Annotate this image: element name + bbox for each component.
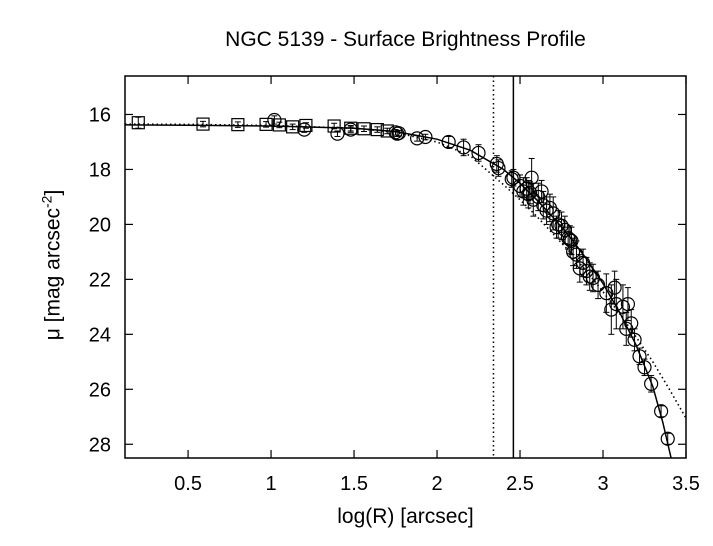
data-point bbox=[566, 237, 581, 267]
circle-marker bbox=[330, 126, 345, 141]
circle-marker bbox=[524, 170, 539, 185]
circle-marker bbox=[599, 286, 614, 301]
axes: 0.5 1 1.5 2 2.5 3 3.5 16 18 20 22 24 26 28 bbox=[89, 75, 700, 495]
data-point bbox=[456, 138, 471, 157]
x-tick-label: 2 bbox=[431, 473, 442, 495]
chart-title: NGC 5139 - Surface Brightness Profile bbox=[225, 28, 586, 51]
y-tick-label: 22 bbox=[89, 269, 111, 291]
model-curves bbox=[125, 123, 686, 458]
square-marker bbox=[370, 122, 384, 137]
model-curve-solid bbox=[125, 124, 672, 458]
x-tick-label: 3 bbox=[597, 473, 608, 495]
circle-marker bbox=[391, 126, 406, 141]
y-tick-label: 16 bbox=[89, 104, 111, 126]
x-tick-label: 1.5 bbox=[340, 473, 368, 495]
square-marker bbox=[357, 122, 371, 136]
data-point bbox=[418, 129, 433, 145]
circle-marker bbox=[343, 122, 358, 137]
data-point bbox=[297, 122, 312, 137]
data-point bbox=[660, 431, 675, 446]
data-point bbox=[357, 122, 371, 136]
data-point bbox=[654, 404, 669, 419]
circle-marker bbox=[627, 332, 642, 347]
circle-marker bbox=[297, 122, 312, 137]
square-marker bbox=[196, 117, 210, 131]
x-tick-label: 3.5 bbox=[672, 473, 700, 495]
x-axis-label: log(R) [arcsec] bbox=[337, 505, 474, 528]
data-point bbox=[637, 358, 652, 377]
circle-marker bbox=[418, 129, 433, 145]
data-point bbox=[644, 375, 659, 393]
circle-marker bbox=[624, 316, 639, 331]
circle-marker bbox=[521, 187, 536, 202]
data-point bbox=[391, 126, 406, 141]
square-marker bbox=[272, 118, 286, 132]
data-point bbox=[590, 270, 606, 300]
circle-marker bbox=[441, 134, 456, 150]
y-tick-label: 24 bbox=[89, 324, 111, 346]
data-point bbox=[627, 328, 642, 352]
x-tick-label: 2.5 bbox=[506, 473, 534, 495]
circle-marker bbox=[590, 277, 606, 292]
data-point bbox=[624, 309, 639, 338]
model-curve-dotted bbox=[125, 123, 686, 419]
plot-frame bbox=[124, 75, 687, 459]
data-point bbox=[196, 117, 210, 131]
circle-marker bbox=[566, 244, 581, 259]
circle-marker bbox=[660, 431, 675, 446]
circle-marker bbox=[654, 404, 669, 419]
y-tick-label: 20 bbox=[89, 214, 111, 236]
square-marker bbox=[327, 119, 341, 133]
circle-marker bbox=[637, 360, 652, 375]
circle-marker bbox=[644, 376, 659, 391]
y-tick-label: 28 bbox=[89, 434, 111, 456]
circle-marker bbox=[471, 145, 486, 161]
data-point bbox=[410, 131, 425, 146]
circle-marker bbox=[456, 140, 471, 155]
circle-marker bbox=[549, 220, 564, 235]
circle-marker bbox=[534, 184, 549, 199]
circle-marker bbox=[491, 160, 506, 176]
data-point bbox=[441, 134, 456, 150]
data-point bbox=[620, 287, 636, 322]
circle-marker bbox=[267, 112, 282, 128]
data-point bbox=[343, 122, 358, 137]
y-axis-label: μ [mag arcsec-2] bbox=[38, 189, 65, 341]
data-point bbox=[327, 119, 341, 133]
circle-marker bbox=[620, 297, 636, 312]
circle-marker bbox=[522, 185, 538, 200]
data-point bbox=[370, 122, 384, 137]
x-tick-label: 1 bbox=[265, 473, 276, 495]
data-point bbox=[491, 159, 506, 177]
x-tick-label: 0.5 bbox=[174, 473, 202, 495]
data-point bbox=[471, 144, 486, 162]
circle-marker bbox=[604, 302, 619, 317]
data-point bbox=[131, 116, 145, 130]
data-points bbox=[131, 112, 675, 446]
data-point bbox=[231, 118, 245, 132]
y-tick-label: 26 bbox=[89, 379, 111, 401]
circle-marker bbox=[607, 280, 622, 295]
square-marker bbox=[131, 116, 145, 130]
y-tick-label: 18 bbox=[89, 159, 111, 181]
data-point bbox=[267, 112, 282, 128]
square-marker bbox=[231, 118, 245, 132]
circle-marker bbox=[410, 131, 425, 146]
vertical-lines bbox=[492, 76, 515, 458]
data-point bbox=[299, 118, 313, 133]
data-point bbox=[330, 126, 345, 141]
data-point bbox=[272, 118, 286, 132]
